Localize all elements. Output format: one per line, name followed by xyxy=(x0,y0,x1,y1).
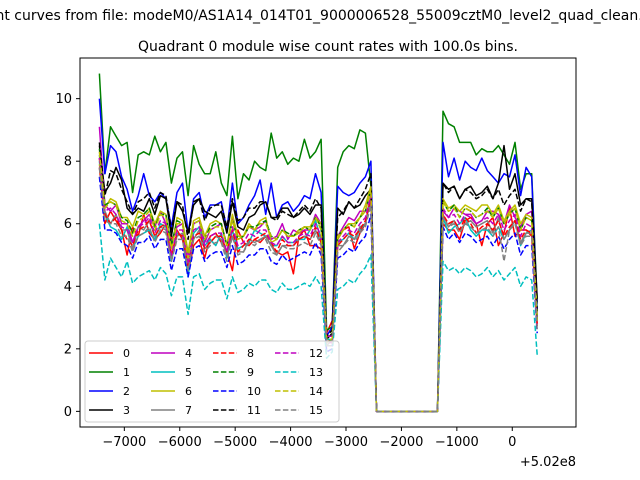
legend-label-10: 10 xyxy=(247,385,261,398)
axes-frame xyxy=(79,57,577,428)
legend-label-2: 2 xyxy=(123,385,130,398)
series-line-2 xyxy=(98,98,538,413)
legend-label-12: 12 xyxy=(309,347,323,360)
legend-label-9: 9 xyxy=(247,366,254,379)
figure-suptitle: Light curves from file: modeM0/AS1A14_01… xyxy=(0,8,640,24)
legend-label-11: 11 xyxy=(247,404,261,417)
series-line-11 xyxy=(98,142,538,413)
legend-label-0: 0 xyxy=(123,347,130,360)
plot-area xyxy=(98,73,538,413)
legend-label-15: 15 xyxy=(309,404,323,417)
legend-label-3: 3 xyxy=(123,404,130,417)
legend-label-14: 14 xyxy=(309,385,323,398)
y-tick-label: 10 xyxy=(55,92,72,107)
legend-label-7: 7 xyxy=(185,404,192,417)
series-line-15 xyxy=(98,167,538,413)
y-tick-label: 0 xyxy=(64,405,72,420)
x-tick-label: −7000 xyxy=(102,435,146,450)
x-tick-label: 0 xyxy=(508,435,516,450)
legend-label-13: 13 xyxy=(309,366,323,379)
series-line-10 xyxy=(98,176,538,413)
x-tick-label: −4000 xyxy=(269,435,313,450)
x-offset-label: +5.02e8 xyxy=(520,455,576,470)
x-tick-label: −1000 xyxy=(435,435,479,450)
legend-label-8: 8 xyxy=(247,347,254,360)
series-line-3 xyxy=(98,144,538,413)
legend-label-1: 1 xyxy=(123,366,130,379)
y-tick-label: 4 xyxy=(64,280,72,295)
series-line-7 xyxy=(98,154,538,413)
x-tick-label: −2000 xyxy=(379,435,423,450)
chart-title: Quadrant 0 module wise count rates with … xyxy=(138,39,518,55)
series-line-13 xyxy=(98,223,538,413)
legend-label-4: 4 xyxy=(185,347,192,360)
y-tick-label: 8 xyxy=(64,155,72,170)
y-axis: 0 2 4 6 8 10 xyxy=(55,92,80,420)
series-line-8 xyxy=(98,158,538,413)
y-tick-label: 2 xyxy=(64,342,72,357)
legend-frame xyxy=(84,340,340,423)
y-tick-label: 6 xyxy=(64,217,72,232)
x-axis: −7000 −6000 −5000 −4000 −3000 −2000 −1000 0 xyxy=(102,427,516,450)
series-line-12 xyxy=(98,158,538,413)
legend-label-6: 6 xyxy=(185,385,192,398)
legend-label-5: 5 xyxy=(185,366,192,379)
x-tick-label: −3000 xyxy=(324,435,368,450)
series-line-14 xyxy=(98,151,538,413)
x-tick-label: −5000 xyxy=(213,435,257,450)
x-tick-label: −6000 xyxy=(158,435,202,450)
series-line-1 xyxy=(98,73,538,413)
series-line-4 xyxy=(98,126,538,413)
